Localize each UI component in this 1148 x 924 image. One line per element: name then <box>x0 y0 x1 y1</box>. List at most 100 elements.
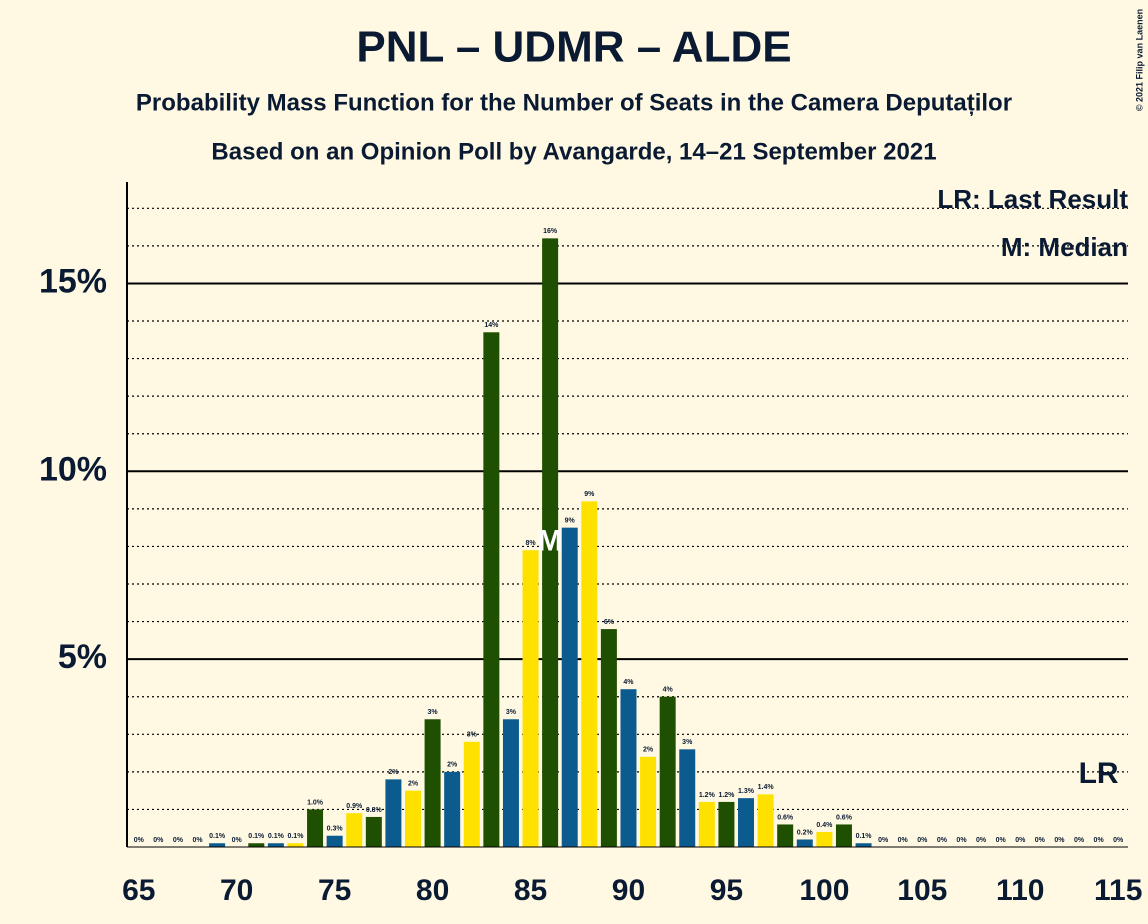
value-label: 0% <box>956 837 967 844</box>
copyright: © 2021 Filip van Laenen <box>1134 9 1144 111</box>
bar <box>307 809 324 847</box>
last-result-marker: LR <box>1079 757 1119 790</box>
value-label: 3% <box>682 739 693 746</box>
value-label: 0.1% <box>209 833 226 840</box>
bar <box>816 831 833 847</box>
value-label: 0% <box>917 837 928 844</box>
value-label: 0% <box>1113 837 1124 844</box>
value-label: 2% <box>388 769 399 776</box>
value-label: 1.4% <box>758 784 775 791</box>
value-label: 0% <box>996 837 1007 844</box>
bar <box>777 824 794 847</box>
y-tick-label: 10% <box>39 450 107 488</box>
value-label: 0.4% <box>816 822 833 829</box>
x-tick-label: 105 <box>897 874 947 907</box>
value-label: 0% <box>1054 837 1065 844</box>
bar <box>855 843 872 847</box>
value-label: 4% <box>623 679 634 686</box>
bar <box>561 527 578 847</box>
bar <box>444 771 461 847</box>
value-label: 2% <box>408 780 419 787</box>
value-label: 3% <box>467 732 478 739</box>
chart-subtitle: Probability Mass Function for the Number… <box>136 89 1012 116</box>
value-label: 0.8% <box>366 807 383 814</box>
bar <box>287 843 304 847</box>
value-label: 2% <box>447 762 458 769</box>
value-label: 0.1% <box>287 833 304 840</box>
bar <box>620 689 637 847</box>
value-label: 6% <box>604 619 615 626</box>
value-label: 3% <box>428 709 439 716</box>
value-label: 0% <box>134 837 145 844</box>
bar <box>835 824 852 847</box>
x-tick-label: 75 <box>318 874 351 907</box>
value-label: 0% <box>153 837 164 844</box>
value-label: 1.2% <box>699 792 716 799</box>
bar <box>542 238 559 847</box>
legend-entry: LR: Last Result <box>937 184 1128 214</box>
x-tick-label: 100 <box>799 874 849 907</box>
chart-subtitle: Based on an Opinion Poll by Avangarde, 1… <box>211 138 936 165</box>
bar <box>385 779 402 847</box>
value-label: 0.3% <box>327 826 344 833</box>
y-tick-label: 15% <box>39 262 107 300</box>
bar <box>659 696 676 847</box>
value-label: 0.9% <box>346 803 363 810</box>
value-label: 0.2% <box>797 829 814 836</box>
value-label: 0% <box>976 837 987 844</box>
value-label: 0% <box>232 837 243 844</box>
median-marker: M <box>538 525 563 558</box>
bar <box>522 550 539 847</box>
bar <box>326 835 343 847</box>
x-tick-label: 110 <box>996 874 1044 907</box>
chart-title: PNL – UDMR – ALDE <box>356 23 791 72</box>
value-label: 9% <box>584 491 595 498</box>
bar <box>424 719 441 847</box>
bar <box>718 801 735 847</box>
bar <box>346 813 363 847</box>
value-label: 1.3% <box>738 788 755 795</box>
value-label: 2% <box>643 747 654 754</box>
value-label: 0% <box>878 837 889 844</box>
legend-entry: M: Median <box>1001 232 1128 262</box>
value-label: 16% <box>543 228 558 235</box>
value-label: 3% <box>506 709 517 716</box>
value-label: 1.0% <box>307 799 324 806</box>
value-label: 0% <box>898 837 909 844</box>
bar <box>679 749 696 847</box>
bar <box>698 801 715 847</box>
x-tick-label: 115 <box>1094 874 1142 907</box>
value-label: 0% <box>937 837 948 844</box>
bar <box>365 816 382 847</box>
bar <box>209 843 226 847</box>
bar <box>796 839 813 847</box>
value-label: 0% <box>1015 837 1026 844</box>
y-tick-label: 5% <box>58 638 107 676</box>
x-tick-label: 65 <box>122 874 155 907</box>
bar <box>502 719 519 847</box>
value-label: 14% <box>484 322 499 329</box>
bar <box>267 843 284 847</box>
value-label: 0% <box>1035 837 1046 844</box>
value-label: 0.6% <box>836 814 853 821</box>
bar <box>757 794 774 847</box>
x-tick-label: 95 <box>710 874 743 907</box>
bar <box>640 756 657 847</box>
bar <box>738 798 755 847</box>
value-label: 0% <box>1074 837 1085 844</box>
bar <box>463 741 480 847</box>
bar <box>248 843 265 847</box>
value-label: 0.6% <box>777 814 794 821</box>
value-label: 1.2% <box>718 792 735 799</box>
bar <box>581 501 598 847</box>
value-label: 0% <box>192 837 203 844</box>
bar <box>483 332 500 847</box>
value-label: 0% <box>1094 837 1105 844</box>
x-tick-label: 80 <box>416 874 449 907</box>
x-tick-label: 70 <box>220 874 253 907</box>
x-tick-label: 85 <box>514 874 547 907</box>
value-label: 0% <box>173 837 184 844</box>
value-label: 0.1% <box>856 833 873 840</box>
value-label: 8% <box>525 540 536 547</box>
